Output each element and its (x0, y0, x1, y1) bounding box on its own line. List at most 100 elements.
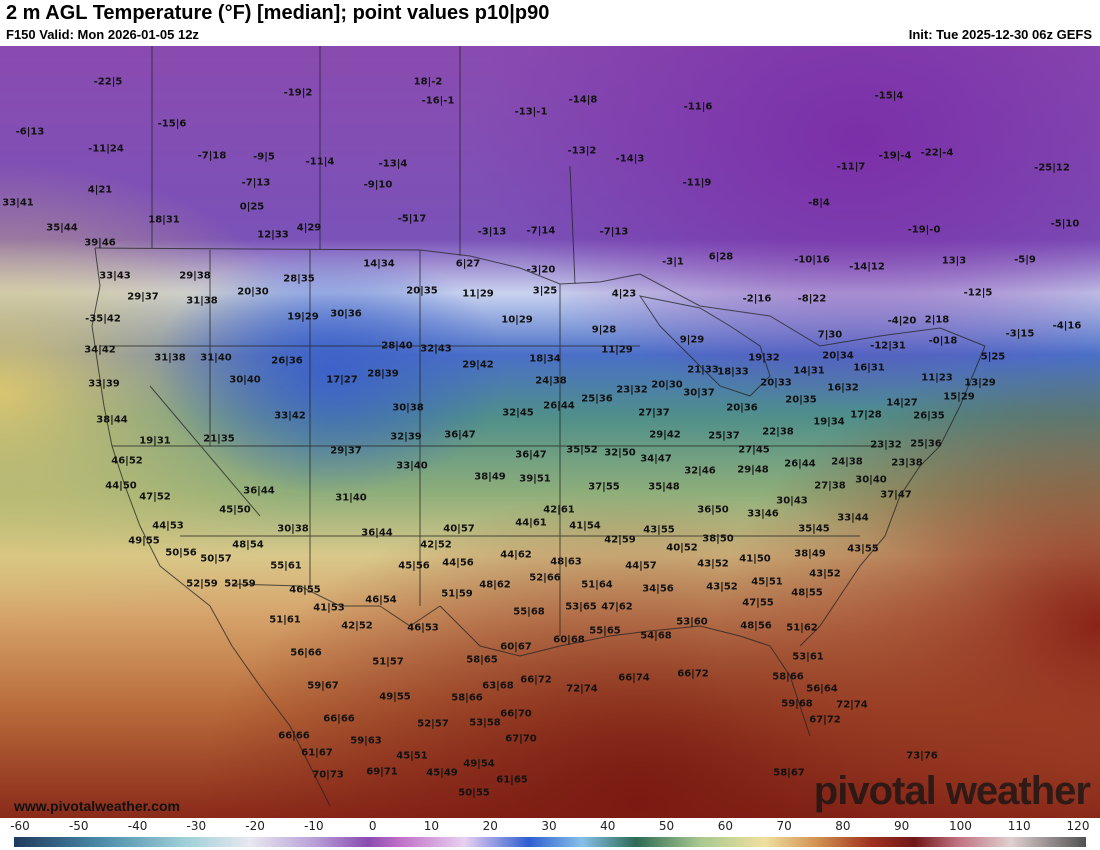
point-value: 32|46 (684, 465, 716, 477)
point-value: 27|38 (814, 480, 846, 492)
point-value: 25|36 (910, 438, 942, 450)
point-value: 50|56 (165, 547, 197, 559)
point-value: -3|20 (526, 264, 556, 276)
point-value: 20|34 (822, 350, 854, 362)
point-value: 45|51 (751, 576, 783, 588)
point-value: 2|18 (924, 314, 950, 326)
point-value: 29|37 (127, 291, 159, 303)
point-value: 26|35 (913, 410, 945, 422)
canada-province-line-4 (569, 165, 576, 285)
colorbar-tick-label: 100 (948, 819, 972, 833)
point-value: -19|-0 (907, 224, 941, 236)
point-value: 19|32 (748, 352, 780, 364)
init-time: Init: Tue 2025-12-30 06z GEFS (908, 27, 1092, 42)
colorbar-tick-label: 70 (776, 819, 792, 833)
colorbar-tick-label: 110 (1007, 819, 1031, 833)
point-value: 16|31 (853, 362, 885, 374)
point-value: 49|54 (463, 758, 495, 770)
point-value: 61|67 (301, 747, 333, 759)
colorbar-tick-label: 20 (482, 819, 498, 833)
point-value: 28|39 (367, 368, 399, 380)
point-value: 29|42 (649, 429, 681, 441)
point-value: 24|38 (535, 375, 567, 387)
point-value: 36|44 (361, 527, 393, 539)
point-value: -22|5 (93, 76, 123, 88)
colorbar-tick-label: -40 (127, 819, 148, 833)
point-value: 41|53 (313, 602, 345, 614)
point-value: -11|4 (305, 156, 335, 168)
point-value: 50|57 (200, 553, 232, 565)
point-value: -13|2 (567, 145, 597, 157)
colorbar-tick-label: -50 (68, 819, 89, 833)
point-value: 42|52 (420, 539, 452, 551)
point-value: 38|50 (702, 533, 734, 545)
colorbar-tick-label: 60 (717, 819, 733, 833)
point-value: 20|35 (785, 394, 817, 406)
point-value: 33|46 (747, 508, 779, 520)
point-value: 72|74 (566, 683, 598, 695)
colorbar-tick-label: -30 (186, 819, 207, 833)
point-value: 7|30 (817, 329, 843, 341)
point-value: 14|34 (363, 258, 395, 270)
east-coastline (799, 345, 986, 647)
point-value: 48|62 (479, 579, 511, 591)
great-lakes-outline (638, 295, 771, 397)
gulf-coastline (439, 605, 811, 737)
point-value: 54|68 (640, 630, 672, 642)
point-value: 72|74 (836, 699, 868, 711)
point-value: 48|63 (550, 556, 582, 568)
point-value: 31|40 (200, 352, 232, 364)
point-value: 53|60 (676, 616, 708, 628)
point-value: 58|66 (772, 671, 804, 683)
point-value: 38|49 (474, 471, 506, 483)
point-value: 59|63 (350, 735, 382, 747)
point-value: -15|6 (157, 118, 187, 130)
point-value: 49|55 (128, 535, 160, 547)
point-value: 55|61 (270, 560, 302, 572)
point-value: 41|50 (739, 553, 771, 565)
point-value: 51|62 (786, 622, 818, 634)
point-value: 10|29 (501, 314, 533, 326)
point-value: -5|10 (1050, 218, 1080, 230)
point-value: 50|55 (458, 787, 490, 799)
point-value: 4|29 (296, 222, 322, 234)
point-value: -7|14 (526, 225, 556, 237)
colorbar-tick-label: -10 (304, 819, 324, 833)
point-value: 48|54 (232, 539, 264, 551)
point-value: 56|64 (806, 683, 838, 695)
point-value: 36|50 (697, 504, 729, 516)
point-value: 40|57 (443, 523, 475, 535)
point-value: 44|50 (105, 480, 137, 492)
us-mexico-border (231, 583, 441, 627)
point-value: 51|64 (581, 579, 613, 591)
point-value: 53|61 (792, 651, 824, 663)
point-value: 45|56 (398, 560, 430, 572)
point-value: 24|38 (831, 456, 863, 468)
point-value: 52|59 (224, 578, 256, 590)
point-value: 47|62 (601, 601, 633, 613)
point-value: 66|74 (618, 672, 650, 684)
map-borders (91, 46, 986, 807)
point-value: 20|30 (237, 286, 269, 298)
point-value: 66|66 (278, 730, 310, 742)
point-value: 59|68 (781, 698, 813, 710)
point-value: 45|49 (426, 767, 458, 779)
point-value: 26|36 (271, 355, 303, 367)
point-value: 27|37 (638, 407, 670, 419)
point-value: 20|35 (406, 285, 438, 297)
point-value: 12|33 (257, 229, 289, 241)
point-value: -14|3 (615, 153, 645, 165)
point-value: 30|40 (229, 374, 261, 386)
point-value: 20|36 (726, 402, 758, 414)
point-value: 14|27 (886, 397, 918, 409)
point-value: 37|55 (588, 481, 620, 493)
colorbar: -60 -50 -40 -30 -20 -10 0 10 20 30 40 50 60 70 80 90 100… (0, 818, 1100, 850)
point-value: 27|45 (738, 444, 770, 456)
point-value: 13|29 (964, 377, 996, 389)
point-value: -13|-1 (514, 106, 548, 118)
point-value: -9|5 (253, 151, 275, 163)
point-value: 46|52 (111, 455, 143, 467)
point-value: -9|10 (363, 179, 393, 191)
point-value: -11|24 (88, 143, 124, 155)
point-value: 43|52 (809, 568, 841, 580)
